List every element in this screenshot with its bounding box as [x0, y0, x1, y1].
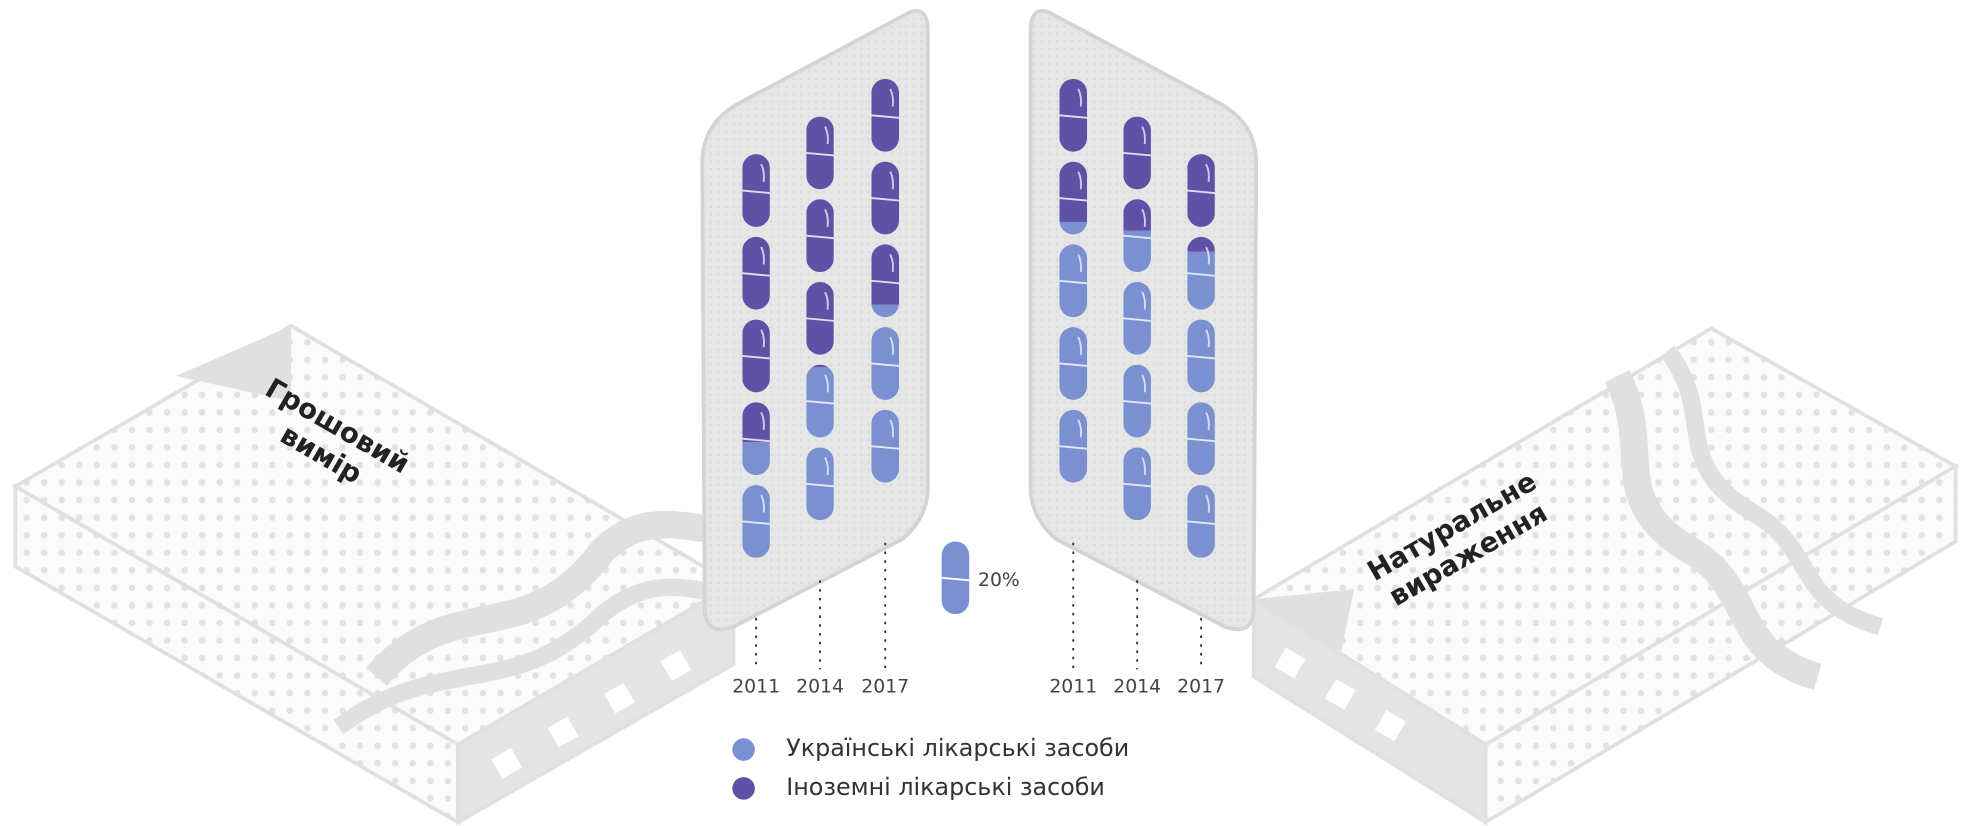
pill-shine	[824, 457, 829, 476]
pill-seam	[871, 445, 900, 450]
bar-segment	[806, 116, 834, 368]
pill-shine	[760, 411, 765, 431]
pill-seam	[742, 355, 771, 360]
x-tick-label: 2014	[1113, 676, 1161, 697]
pill-shine	[1205, 411, 1210, 431]
pill-shine	[1141, 126, 1146, 145]
pill-shine	[1205, 246, 1210, 265]
pill-seam	[871, 114, 900, 119]
pill-shine	[760, 163, 765, 182]
pill-shine	[1205, 163, 1210, 182]
pill-seam	[1059, 362, 1088, 367]
pill-seam	[806, 317, 834, 322]
right-box	[1250, 326, 1960, 826]
pill-seam	[1123, 400, 1152, 405]
pill-seam	[871, 197, 900, 202]
legend-label: Українські лікарські засоби	[786, 734, 1129, 762]
pill-seam	[871, 279, 900, 285]
bar-segment	[871, 304, 900, 483]
pill-shine	[889, 336, 895, 355]
pill-shine	[1077, 171, 1083, 190]
x-tick-label: 2011	[732, 676, 780, 697]
pill-shine	[1141, 374, 1146, 393]
bar-segment	[742, 441, 770, 558]
pill-shine	[824, 374, 829, 393]
pill-seam	[1059, 114, 1088, 119]
legend-swatch	[732, 738, 755, 761]
pill-seam	[742, 437, 771, 443]
pill-seam	[1059, 197, 1088, 202]
pill-seam	[1123, 482, 1152, 488]
pill-shine	[1205, 494, 1210, 513]
x-tick-label: 2011	[1049, 676, 1097, 697]
scale-label: 20%	[978, 570, 1020, 591]
pill-shine	[824, 126, 829, 145]
pill-seam	[1187, 437, 1215, 443]
pill-seam	[742, 272, 771, 277]
pill-shine	[1141, 291, 1146, 310]
pill-seam	[871, 362, 900, 367]
pill-seam	[1059, 445, 1088, 450]
scale-pill	[941, 541, 970, 615]
pill-shine	[1077, 88, 1083, 107]
pill-shine	[760, 246, 765, 265]
pill-shine	[824, 208, 829, 227]
legend: Українські лікарські засоби Іноземні ліка…	[732, 734, 1129, 801]
legend-label: Іноземні лікарські засоби	[786, 773, 1105, 801]
bar-segment	[871, 78, 900, 305]
pill-seam	[1187, 355, 1215, 360]
pill-shine	[1077, 336, 1083, 355]
pill-shine	[760, 494, 765, 513]
pill-seam	[806, 234, 834, 240]
legend-swatch	[732, 777, 755, 800]
pill-seam	[1187, 272, 1215, 277]
pill-shine	[1141, 208, 1146, 227]
pill-seam	[806, 151, 834, 157]
pill-shine	[889, 171, 895, 190]
left-box	[11, 323, 739, 826]
pill-seam	[1123, 151, 1152, 157]
pill-seam	[742, 520, 771, 525]
x-tick-label: 2017	[861, 676, 909, 697]
pill-shine	[889, 419, 895, 438]
pill-shine	[1141, 457, 1146, 476]
pill-seam	[1123, 317, 1152, 322]
pill-seam	[941, 576, 970, 582]
bar-segment	[1059, 221, 1088, 483]
pill-seam	[742, 189, 771, 194]
pill-seam	[1187, 189, 1215, 194]
pill-shine	[1077, 419, 1083, 438]
pill-shine	[1205, 329, 1210, 348]
pill-seam	[1123, 234, 1152, 240]
pill-seam	[806, 400, 834, 405]
pill-shine	[889, 254, 895, 273]
pill-shine	[889, 88, 895, 107]
pill-shine	[824, 291, 829, 310]
pill-seam	[1059, 279, 1088, 285]
pill-shine	[760, 329, 765, 348]
bar-segment	[1123, 116, 1151, 231]
pill-shine	[1077, 254, 1083, 273]
x-tick-label: 2014	[796, 676, 844, 697]
pill-seam	[806, 482, 834, 488]
pill-seam	[1187, 520, 1215, 525]
x-tick-label: 2017	[1177, 676, 1225, 697]
